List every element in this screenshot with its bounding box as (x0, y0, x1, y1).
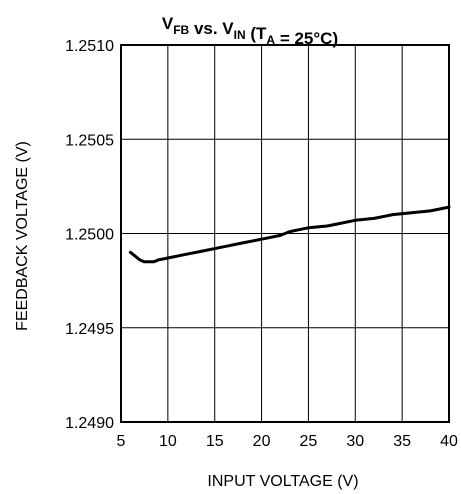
chart-title-part: (T (246, 24, 267, 43)
y-tick-label: 1.2500 (65, 227, 114, 244)
x-tick-label: 10 (159, 433, 177, 450)
chart-title-subscript: A (266, 33, 275, 47)
x-tick-label: 25 (300, 433, 318, 450)
chart-title-subscript: FB (173, 23, 189, 37)
x-tick-labels: 5 10 15 20 25 30 35 40 (117, 433, 458, 450)
chart-title-part: = 25°C) (275, 29, 338, 48)
y-tick-label: 1.2490 (65, 415, 114, 432)
x-tick-label: 40 (440, 433, 458, 450)
y-axis-label: FEEDBACK VOLTAGE (V) (14, 141, 31, 331)
chart-title-part: V (162, 14, 174, 33)
x-tick-label: 30 (346, 433, 364, 450)
chart-title-part: vs. V (189, 19, 234, 38)
y-tick-labels: 1.2490 1.2495 1.2500 1.2505 1.2510 (65, 38, 114, 432)
y-tick-label: 1.2495 (65, 321, 114, 338)
x-axis-label: INPUT VOLTAGE (V) (207, 473, 358, 490)
series-group (128, 205, 451, 264)
y-tick-label: 1.2505 (65, 132, 114, 149)
series-line (128, 205, 451, 264)
x-tick-label: 15 (206, 433, 224, 450)
y-tick-label: 1.2510 (65, 38, 114, 55)
chart-title: VFB vs. VIN (TA = 25°C) (162, 14, 338, 48)
x-tick-label: 20 (253, 433, 271, 450)
plot-frame (120, 44, 450, 423)
x-tick-label: 35 (393, 433, 411, 450)
grid-lines (121, 45, 449, 422)
x-tick-label: 5 (117, 433, 126, 450)
chart-title-subscript: IN (234, 28, 246, 42)
